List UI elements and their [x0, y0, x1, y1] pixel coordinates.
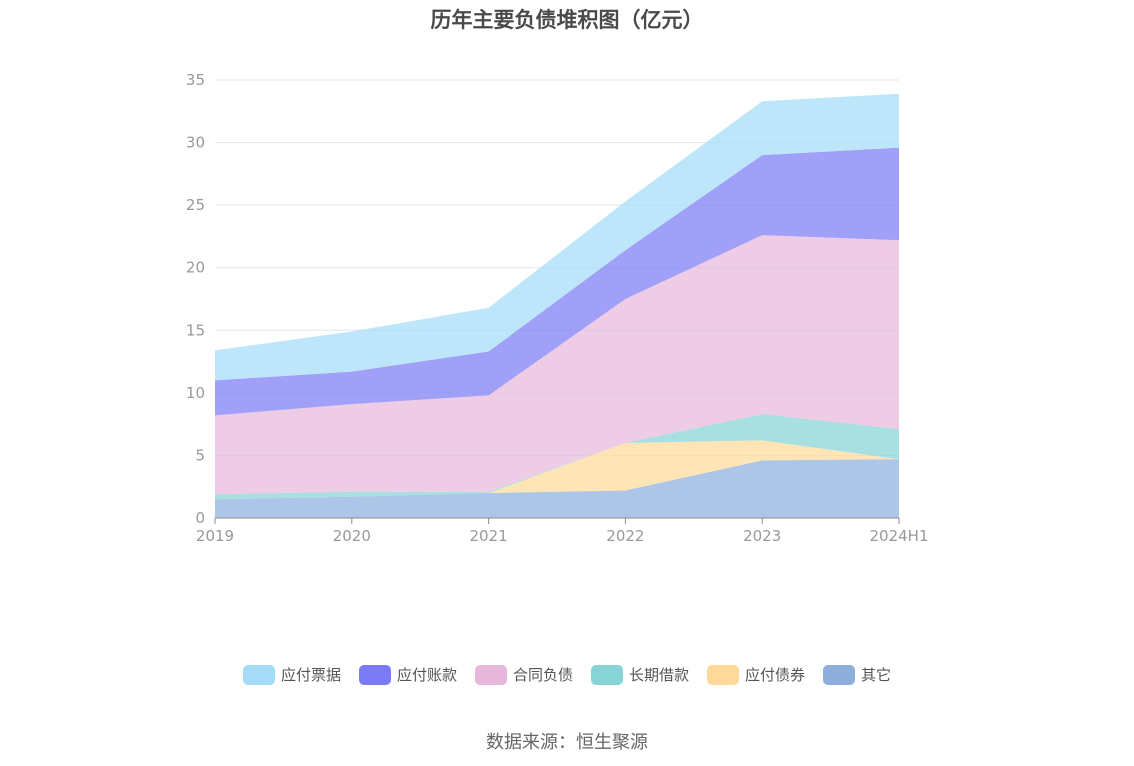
axes: 0 5 10 15 20 25 30 35 2019 2020 2021 2022 2023 2024H1: [186, 71, 929, 545]
area-series-3[interactable]: [215, 235, 899, 495]
x-tick-label: 2019: [196, 527, 234, 545]
x-tick-label: 2024H1: [870, 527, 929, 545]
x-tick-label: 2020: [333, 527, 371, 545]
data-source: 数据来源：恒生聚源: [486, 732, 648, 753]
legend-label: 应付账款: [396, 666, 457, 684]
legend-item[interactable]: 合同负债: [474, 664, 573, 685]
legend-swatch: [591, 664, 623, 685]
y-tick-label: 35: [186, 71, 205, 89]
legend-label: 其它: [861, 666, 892, 684]
legend-swatch: [823, 664, 856, 685]
y-tick-label: 10: [186, 384, 205, 402]
legend-item[interactable]: 应付账款: [358, 664, 457, 685]
legend: 应付票据 应付账款 合同负债 长期借款 应付债券 其它: [0, 664, 1134, 685]
area-series-2[interactable]: [215, 414, 899, 500]
legend-swatch: [242, 664, 275, 685]
legend-label: 合同负债: [512, 666, 573, 684]
legend-swatch: [707, 664, 740, 685]
x-tick-label: 2021: [470, 527, 508, 545]
area-series-1[interactable]: [215, 440, 899, 500]
x-tick-label: 2022: [606, 527, 644, 545]
legend-item[interactable]: 应付债券: [707, 664, 805, 685]
legend-item[interactable]: 长期借款: [591, 664, 689, 685]
y-tick-label: 5: [195, 446, 205, 464]
y-tick-label: 20: [186, 259, 205, 277]
area-series-5[interactable]: [215, 93, 899, 381]
legend-label: 应付债券: [745, 666, 806, 684]
chart-title: 历年主要负债堆积图（亿元）: [430, 8, 704, 32]
y-tick-label: 30: [186, 134, 205, 152]
x-tick-label: 2023: [743, 527, 781, 545]
area-series-4[interactable]: [215, 147, 899, 416]
legend-label: 应付票据: [280, 666, 341, 684]
area-series: [215, 93, 899, 518]
legend-swatch: [358, 664, 391, 685]
y-tick-label: 15: [186, 321, 205, 339]
legend-item[interactable]: 应付票据: [242, 664, 341, 685]
y-tick-label: 0: [195, 509, 205, 527]
legend-item[interactable]: 其它: [823, 664, 891, 685]
y-tick-label: 25: [186, 196, 205, 214]
area-series-0[interactable]: [215, 459, 899, 518]
legend-label: 长期借款: [629, 666, 690, 684]
legend-swatch: [474, 664, 507, 685]
